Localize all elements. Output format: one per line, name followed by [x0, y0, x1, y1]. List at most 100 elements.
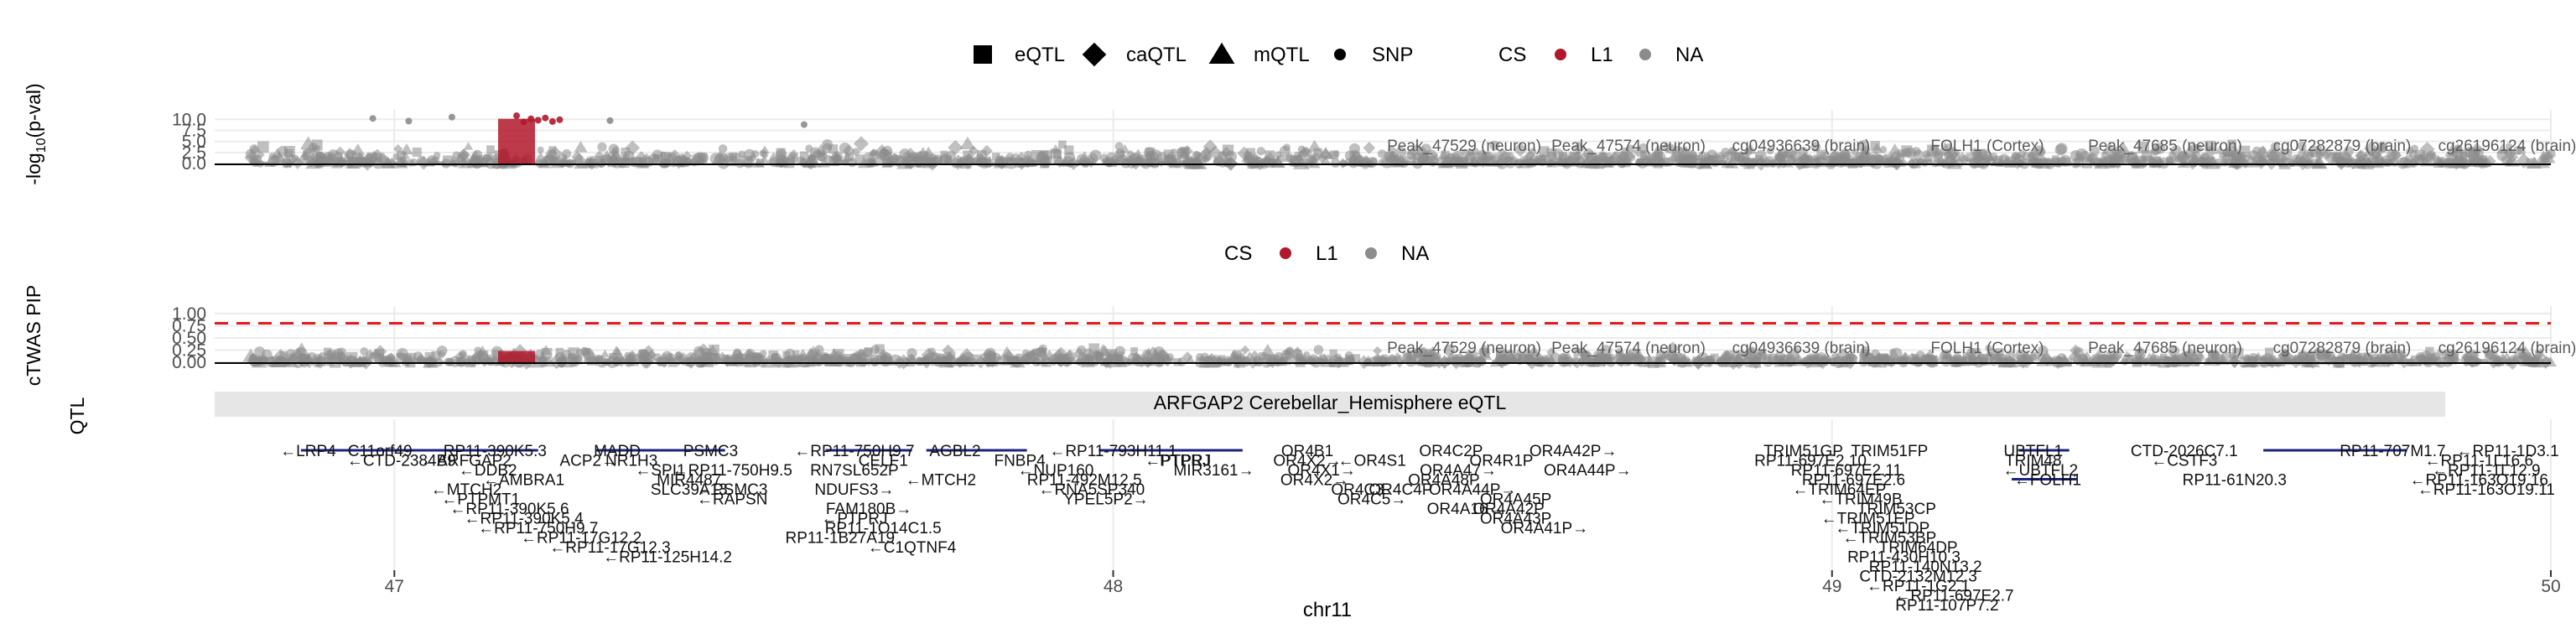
gene-label: ←RP11-750H9.5: [673, 462, 792, 480]
data-point-na: [1792, 347, 1800, 355]
data-point-na: [1933, 152, 1944, 163]
data-point-na: [1850, 162, 1866, 164]
gene-label: UBTFL1: [2003, 443, 2063, 460]
data-point-na: [1918, 360, 1934, 362]
data-point-na: [1020, 360, 1036, 362]
data-point-na: [1258, 352, 1266, 361]
data-point-na: [1763, 353, 1772, 363]
legend-square-key: [974, 45, 992, 64]
gene-label: MADD: [594, 443, 641, 460]
legend-cs-key: [1639, 49, 1651, 60]
data-point-na: [1145, 152, 1153, 159]
data-point-na: [1460, 156, 1467, 164]
data-point-na: [2516, 146, 2526, 155]
data-point-na: [594, 150, 605, 161]
data-point-na: [1621, 147, 1629, 156]
data-point-na: [2205, 146, 2216, 157]
data-point-na: [810, 347, 826, 360]
data-point-na: [1797, 360, 1813, 362]
x-tick-label: 47: [385, 577, 404, 596]
data-point-na: [1591, 154, 1603, 167]
data-point-na: [2227, 139, 2236, 148]
data-point-na: [1053, 155, 1067, 169]
data-point-na: [2264, 158, 2280, 164]
data-point-na: [1363, 142, 1376, 154]
data-point-na: [931, 353, 942, 363]
data-point-na: [2018, 354, 2026, 362]
data-point-na: [715, 351, 730, 366]
data-point-na: [794, 355, 802, 363]
data-point-na: [1401, 160, 1417, 164]
data-point-na: [345, 154, 359, 168]
data-point-na: [611, 146, 620, 155]
data-point-na: [929, 359, 945, 362]
data-point-na: [1569, 356, 1581, 367]
data-point-na: [281, 357, 290, 366]
gene-label: ←PTPRJ: [1145, 453, 1211, 470]
data-point-na: [1425, 345, 1441, 360]
gene-label: OR4C5→: [1337, 491, 1406, 509]
data-point-na: [1256, 147, 1265, 156]
data-point-na: [312, 353, 328, 369]
gene-label: RN7SL652P: [810, 462, 899, 480]
data-point-na: [2442, 351, 2449, 359]
data-point-na: [1306, 360, 1322, 362]
gene-label: ←OR4S1: [1337, 453, 1405, 470]
data-point-na: [2371, 158, 2385, 169]
data-point-na: [1576, 349, 1593, 363]
region-label: FOLH1 (Cortex): [1930, 340, 2044, 357]
data-point-na: [486, 153, 494, 161]
data-point-na: [1132, 354, 1140, 362]
data-point-na: [1171, 154, 1182, 165]
data-point-na: [1580, 157, 1592, 169]
data-point-na: [2168, 345, 2180, 357]
data-point-na: [2295, 160, 2311, 164]
region-label: cg07282879 (brain): [2273, 340, 2412, 357]
region-label: Peak_47685 (neuron): [2088, 340, 2242, 357]
region-label: cg07282879 (brain): [2273, 138, 2412, 155]
data-point-na: [652, 149, 662, 160]
data-point-na: [1940, 158, 1950, 169]
data-point-na: [1313, 345, 1324, 355]
data-point-na: [336, 347, 346, 357]
gene-label: SLC39A13: [651, 481, 728, 499]
gene-label: ←MTCH2: [431, 481, 501, 499]
data-point-na: [1810, 158, 1821, 169]
data-point-na: [1062, 155, 1074, 168]
data-point-na: [980, 144, 993, 157]
data-point-na: [1401, 360, 1417, 362]
data-point-na: [1289, 162, 1305, 164]
gene-label: ←RP11-163O19.11: [2418, 481, 2555, 499]
data-point-na: [600, 349, 610, 358]
data-point-na: [1607, 353, 1615, 361]
data-point-na: [1955, 151, 1969, 162]
y-tick-label: 0.75: [172, 316, 206, 335]
data-point-na: [1675, 358, 1690, 362]
data-point-na: [817, 153, 826, 162]
data-point-na: [2485, 350, 2494, 359]
gene-label: ←AMBRA1: [483, 472, 564, 490]
data-point-na: [875, 344, 885, 354]
data-point-na: [1447, 159, 1463, 164]
data-point-na: [766, 152, 781, 164]
data-point-na: [400, 151, 411, 159]
data-point-na: [959, 136, 976, 150]
data-point-na: [2103, 356, 2116, 368]
data-point-na: [924, 155, 940, 171]
data-point-na: [1911, 147, 1921, 156]
gene-label: OR4C3: [1331, 481, 1384, 499]
data-point-na: [2466, 356, 2478, 368]
data-point-na: [883, 158, 892, 168]
data-point-na: [1690, 354, 1706, 370]
data-point-na: [1535, 358, 1550, 362]
data-point-na: [966, 162, 982, 164]
data-point-na: [1787, 351, 1794, 359]
data-point-na: [1908, 158, 1919, 169]
data-point-na: [1220, 146, 1233, 159]
data-point-na: [1240, 345, 1250, 355]
data-point-na: [1373, 345, 1383, 356]
data-point-na: [2062, 158, 2071, 167]
data-point-na: [2348, 348, 2360, 358]
region-label: cg26196124 (brain): [2438, 340, 2576, 357]
data-point-lead: [534, 117, 542, 124]
